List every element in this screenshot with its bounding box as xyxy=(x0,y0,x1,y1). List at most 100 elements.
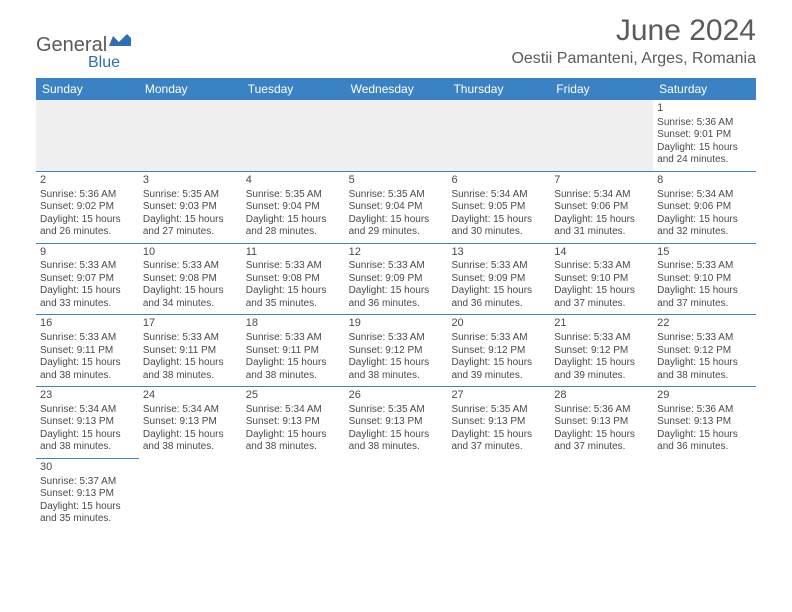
sunset-text: Sunset: 9:13 PM xyxy=(143,416,238,429)
day-number: 13 xyxy=(451,246,546,260)
daylight-text: and 36 minutes. xyxy=(349,298,444,311)
sunset-text: Sunset: 9:13 PM xyxy=(246,416,341,429)
day-cell: 20Sunrise: 5:33 AMSunset: 9:12 PMDayligh… xyxy=(447,315,550,386)
day-number: 14 xyxy=(554,246,649,260)
sunrise-text: Sunrise: 5:33 AM xyxy=(349,332,444,345)
sunrise-text: Sunrise: 5:33 AM xyxy=(246,260,341,273)
daylight-text: and 36 minutes. xyxy=(657,441,752,454)
daylight-text: and 35 minutes. xyxy=(246,298,341,311)
daylight-text: and 38 minutes. xyxy=(246,370,341,383)
day-number: 9 xyxy=(40,246,135,260)
sunset-text: Sunset: 9:07 PM xyxy=(40,273,135,286)
daylight-text: Daylight: 15 hours xyxy=(246,214,341,227)
day-cell: 29Sunrise: 5:36 AMSunset: 9:13 PMDayligh… xyxy=(653,387,756,458)
day-cell: 28Sunrise: 5:36 AMSunset: 9:13 PMDayligh… xyxy=(550,387,653,458)
day-number: 20 xyxy=(451,317,546,331)
daylight-text: Daylight: 15 hours xyxy=(40,285,135,298)
sunrise-text: Sunrise: 5:33 AM xyxy=(554,332,649,345)
day-number: 26 xyxy=(349,389,444,403)
daylight-text: Daylight: 15 hours xyxy=(451,214,546,227)
header: General Blue June 2024 Oestii Pamanteni,… xyxy=(0,0,792,72)
daylight-text: and 38 minutes. xyxy=(143,441,238,454)
daylight-text: Daylight: 15 hours xyxy=(554,357,649,370)
daylight-text: Daylight: 15 hours xyxy=(657,285,752,298)
daylight-text: Daylight: 15 hours xyxy=(657,429,752,442)
daylight-text: and 38 minutes. xyxy=(40,370,135,383)
day-number: 3 xyxy=(143,174,238,188)
day-number: 12 xyxy=(349,246,444,260)
sunset-text: Sunset: 9:08 PM xyxy=(246,273,341,286)
sunrise-text: Sunrise: 5:35 AM xyxy=(246,189,341,202)
daylight-text: and 37 minutes. xyxy=(554,298,649,311)
sunrise-text: Sunrise: 5:33 AM xyxy=(349,260,444,273)
daylight-text: Daylight: 15 hours xyxy=(349,285,444,298)
daylight-text: and 34 minutes. xyxy=(143,298,238,311)
sunset-text: Sunset: 9:11 PM xyxy=(246,345,341,358)
day-number: 2 xyxy=(40,174,135,188)
day-cell xyxy=(653,458,756,530)
sunset-text: Sunset: 9:12 PM xyxy=(349,345,444,358)
calendar: Sunday Monday Tuesday Wednesday Thursday… xyxy=(36,78,756,530)
sunrise-text: Sunrise: 5:33 AM xyxy=(246,332,341,345)
sunrise-text: Sunrise: 5:33 AM xyxy=(657,260,752,273)
day-cell: 26Sunrise: 5:35 AMSunset: 9:13 PMDayligh… xyxy=(345,387,448,458)
sunrise-text: Sunrise: 5:34 AM xyxy=(143,404,238,417)
day-cell: 23Sunrise: 5:34 AMSunset: 9:13 PMDayligh… xyxy=(36,387,139,458)
daylight-text: Daylight: 15 hours xyxy=(143,214,238,227)
daylight-text: Daylight: 15 hours xyxy=(40,429,135,442)
sunrise-text: Sunrise: 5:35 AM xyxy=(349,189,444,202)
daylight-text: and 27 minutes. xyxy=(143,226,238,239)
daylight-text: Daylight: 15 hours xyxy=(40,501,135,514)
sunrise-text: Sunrise: 5:33 AM xyxy=(40,332,135,345)
day-number: 18 xyxy=(246,317,341,331)
daylight-text: Daylight: 15 hours xyxy=(246,429,341,442)
day-cell xyxy=(139,458,242,530)
daylight-text: and 38 minutes. xyxy=(246,441,341,454)
daylight-text: and 28 minutes. xyxy=(246,226,341,239)
day-cell: 19Sunrise: 5:33 AMSunset: 9:12 PMDayligh… xyxy=(345,315,448,386)
sunset-text: Sunset: 9:06 PM xyxy=(554,201,649,214)
sunset-text: Sunset: 9:09 PM xyxy=(451,273,546,286)
day-header-saturday: Saturday xyxy=(653,78,756,100)
day-cell: 16Sunrise: 5:33 AMSunset: 9:11 PMDayligh… xyxy=(36,315,139,386)
daylight-text: Daylight: 15 hours xyxy=(657,357,752,370)
day-cell: 15Sunrise: 5:33 AMSunset: 9:10 PMDayligh… xyxy=(653,244,756,315)
sunset-text: Sunset: 9:08 PM xyxy=(143,273,238,286)
day-header-monday: Monday xyxy=(139,78,242,100)
location-text: Oestii Pamanteni, Arges, Romania xyxy=(511,50,756,68)
sunrise-text: Sunrise: 5:33 AM xyxy=(657,332,752,345)
day-number: 30 xyxy=(40,461,135,475)
day-cell xyxy=(139,100,242,171)
daylight-text: Daylight: 15 hours xyxy=(143,357,238,370)
daylight-text: and 29 minutes. xyxy=(349,226,444,239)
daylight-text: Daylight: 15 hours xyxy=(246,357,341,370)
daylight-text: Daylight: 15 hours xyxy=(451,429,546,442)
day-cell xyxy=(242,100,345,171)
daylight-text: Daylight: 15 hours xyxy=(349,429,444,442)
day-cell: 24Sunrise: 5:34 AMSunset: 9:13 PMDayligh… xyxy=(139,387,242,458)
day-cell xyxy=(345,100,448,171)
sunrise-text: Sunrise: 5:35 AM xyxy=(143,189,238,202)
sunset-text: Sunset: 9:02 PM xyxy=(40,201,135,214)
sunset-text: Sunset: 9:13 PM xyxy=(40,416,135,429)
daylight-text: and 32 minutes. xyxy=(657,226,752,239)
daylight-text: and 31 minutes. xyxy=(554,226,649,239)
day-cell: 13Sunrise: 5:33 AMSunset: 9:09 PMDayligh… xyxy=(447,244,550,315)
sunrise-text: Sunrise: 5:33 AM xyxy=(143,332,238,345)
day-number: 11 xyxy=(246,246,341,260)
sunrise-text: Sunrise: 5:34 AM xyxy=(657,189,752,202)
day-header-sunday: Sunday xyxy=(36,78,139,100)
daylight-text: Daylight: 15 hours xyxy=(143,285,238,298)
day-cell: 12Sunrise: 5:33 AMSunset: 9:09 PMDayligh… xyxy=(345,244,448,315)
day-cell xyxy=(345,458,448,530)
sunset-text: Sunset: 9:12 PM xyxy=(451,345,546,358)
day-cell xyxy=(550,458,653,530)
week-row: 1Sunrise: 5:36 AMSunset: 9:01 PMDaylight… xyxy=(36,100,756,171)
daylight-text: Daylight: 15 hours xyxy=(657,214,752,227)
daylight-text: Daylight: 15 hours xyxy=(40,357,135,370)
daylight-text: Daylight: 15 hours xyxy=(554,214,649,227)
logo-text-general: General xyxy=(36,35,107,55)
daylight-text: Daylight: 15 hours xyxy=(451,357,546,370)
sunrise-text: Sunrise: 5:37 AM xyxy=(40,476,135,489)
sunrise-text: Sunrise: 5:34 AM xyxy=(40,404,135,417)
